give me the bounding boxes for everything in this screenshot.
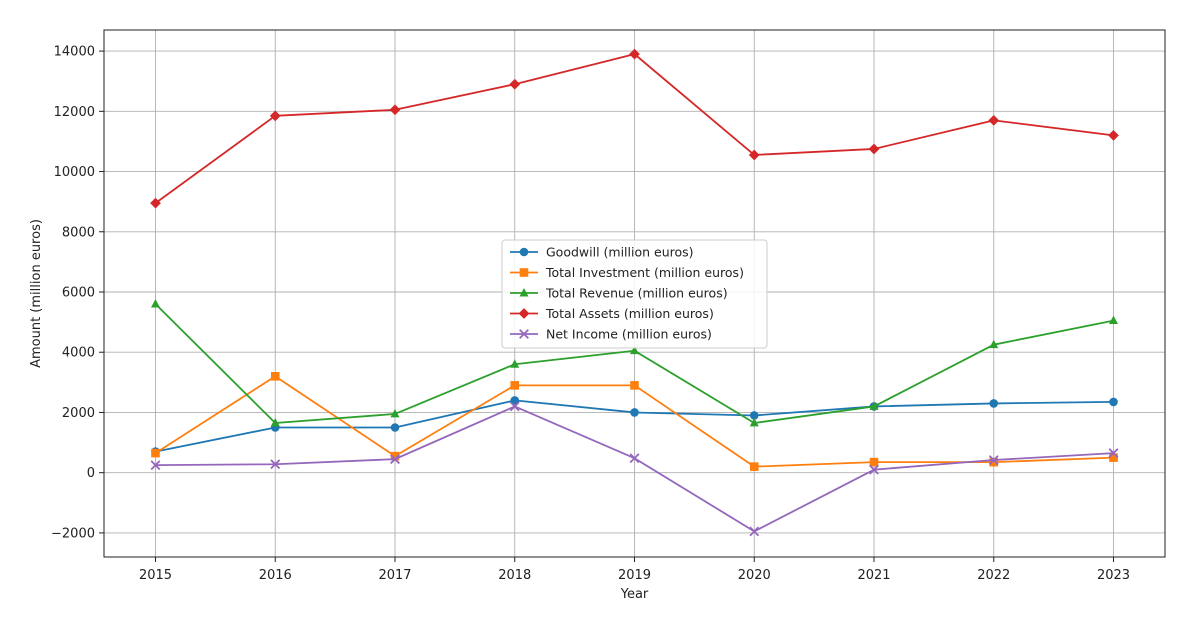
legend-item: Total Assets (million euros) bbox=[510, 306, 714, 321]
x-tick-label: 2017 bbox=[378, 568, 411, 583]
data-point bbox=[151, 448, 160, 458]
data-point bbox=[630, 408, 639, 417]
legend-label: Total Revenue (million euros) bbox=[545, 286, 728, 301]
data-point bbox=[748, 149, 760, 161]
data-point bbox=[390, 451, 400, 461]
data-point bbox=[1109, 397, 1118, 407]
y-tick-label: 12000 bbox=[54, 105, 95, 120]
legend-item: Total Investment (million euros) bbox=[510, 265, 744, 280]
x-tick-label: 2020 bbox=[738, 568, 771, 583]
data-point bbox=[1109, 453, 1118, 462]
data-point bbox=[1108, 315, 1119, 325]
series-group bbox=[150, 48, 1119, 537]
data-point bbox=[629, 453, 640, 464]
legend-box bbox=[501, 239, 768, 349]
data-point bbox=[869, 401, 879, 410]
legend-label: Total Investment (million euros) bbox=[545, 265, 744, 280]
series-3 bbox=[150, 299, 1119, 427]
data-point bbox=[989, 457, 999, 467]
x-tick-label: 2018 bbox=[498, 568, 531, 583]
data-point bbox=[988, 114, 1000, 126]
data-point bbox=[749, 418, 759, 427]
legend-marker-swatch bbox=[519, 288, 529, 297]
legend-label: Goodwill (million euros) bbox=[546, 245, 694, 260]
data-point bbox=[510, 396, 520, 405]
data-point bbox=[270, 372, 280, 381]
x-tick-label: 2021 bbox=[857, 568, 890, 583]
y-axis-label: Amount (million euros) bbox=[29, 219, 44, 368]
data-point bbox=[150, 460, 161, 471]
x-axis-label: Year bbox=[620, 587, 649, 602]
x-tick-label: 2015 bbox=[139, 568, 172, 583]
axis-ticks: 2015 2016 2017 2018 2019 2020 2021 2022 2023 −200… bbox=[51, 45, 1130, 583]
data-point bbox=[989, 339, 999, 349]
data-point bbox=[1108, 130, 1119, 141]
data-point bbox=[269, 110, 281, 122]
x-tick-label: 2023 bbox=[1097, 568, 1130, 583]
data-point bbox=[629, 345, 640, 355]
data-point bbox=[390, 423, 400, 432]
data-point bbox=[390, 454, 400, 465]
data-point bbox=[389, 104, 401, 116]
series-2 bbox=[151, 372, 1118, 471]
y-tick-label: 8000 bbox=[62, 225, 95, 240]
data-point bbox=[270, 459, 281, 470]
data-point bbox=[869, 464, 879, 475]
data-point bbox=[749, 526, 760, 537]
data-point bbox=[509, 78, 521, 90]
data-point bbox=[510, 359, 520, 368]
data-point bbox=[749, 411, 759, 420]
data-point bbox=[630, 381, 639, 390]
y-tick-label: 2000 bbox=[62, 406, 95, 421]
data-point bbox=[510, 381, 520, 390]
legend-marker-swatch bbox=[519, 329, 529, 339]
data-point bbox=[869, 457, 879, 467]
legend-item: Goodwill (million euros) bbox=[510, 245, 694, 260]
data-point bbox=[988, 455, 999, 465]
x-tick-label: 2019 bbox=[618, 568, 651, 583]
y-tick-label: 14000 bbox=[54, 45, 95, 60]
data-point bbox=[868, 143, 880, 155]
legend-marker-swatch bbox=[519, 268, 529, 277]
data-point bbox=[749, 462, 759, 471]
x-tick-label: 2016 bbox=[259, 568, 292, 583]
legend-item: Net Income (million euros) bbox=[510, 327, 712, 342]
series-5 bbox=[150, 401, 1119, 537]
y-tick-label: 4000 bbox=[62, 346, 95, 361]
y-tick-label: 6000 bbox=[62, 285, 95, 300]
data-point bbox=[390, 409, 400, 418]
legend-label: Total Assets (million euros) bbox=[545, 306, 714, 321]
data-point bbox=[1108, 448, 1119, 459]
data-point bbox=[150, 197, 161, 209]
legend-item: Total Revenue (million euros) bbox=[510, 286, 728, 301]
y-tick-label: 0 bbox=[87, 466, 95, 481]
x-tick-label: 2022 bbox=[977, 568, 1010, 583]
data-point bbox=[509, 401, 520, 412]
legend-marker-swatch bbox=[518, 308, 530, 319]
legend-label: Net Income (million euros) bbox=[546, 327, 712, 342]
data-point bbox=[150, 299, 161, 308]
series-4 bbox=[150, 48, 1119, 209]
data-point bbox=[629, 48, 640, 60]
y-tick-label: −2000 bbox=[51, 526, 95, 541]
legend-marker-swatch bbox=[519, 247, 529, 257]
data-point bbox=[989, 399, 999, 408]
y-tick-label: 10000 bbox=[54, 165, 95, 180]
data-point bbox=[270, 418, 280, 427]
legend: Goodwill (million euros) Total Investment… bbox=[501, 239, 768, 349]
